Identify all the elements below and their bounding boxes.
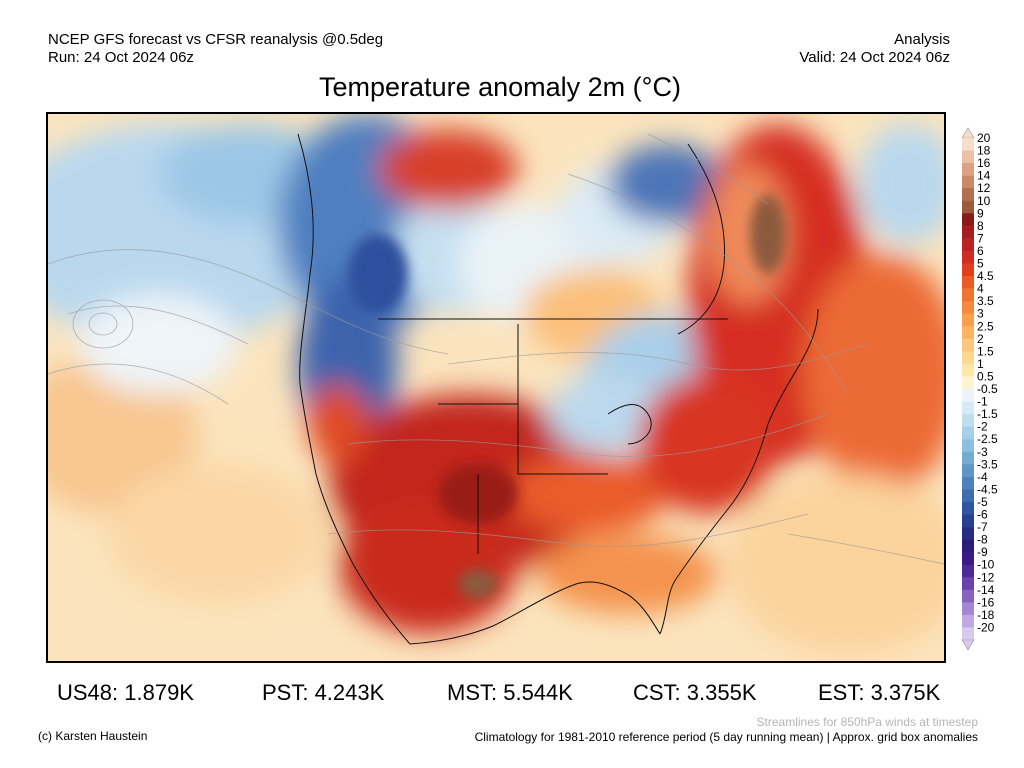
colorbar-swatch: [962, 489, 974, 503]
colorbar-tick-label: -18: [977, 608, 995, 622]
colorbar-swatch: [962, 589, 974, 603]
colorbar-swatch: [962, 439, 974, 453]
colorbar-tick-label: 6: [977, 244, 984, 258]
colorbar-tick-label: -7: [977, 520, 988, 534]
colorbar-swatch: [962, 539, 974, 553]
map-title: Temperature anomaly 2m (°C): [319, 72, 681, 102]
colorbar-tick-label: 2: [977, 332, 984, 346]
colorbar-tick-label: 2.5: [977, 319, 994, 333]
colorbar: 20 18 16 14 12 10 9 8 7 6 5 4.5 4 3.5 3 2.5 2 1.5 1 0.5 -0.5…: [952, 126, 1022, 652]
colorbar-tick-label: -4: [977, 470, 988, 484]
colorbar-tick-label: -2.5: [977, 432, 998, 446]
colorbar-bottom-arrow: [961, 639, 975, 651]
run-line: Run: 24 Oct 2024 06z: [48, 49, 194, 66]
colorbar-swatch: [962, 363, 974, 377]
colorbar-swatch: [962, 426, 974, 440]
colorbar-swatch: [962, 376, 974, 390]
colorbar-tick-label: 1.5: [977, 344, 994, 358]
colorbar-swatch: [962, 389, 974, 402]
colorbar-tick-label: 9: [977, 206, 984, 220]
colorbar-swatch: [962, 501, 974, 515]
colorbar-swatch: [962, 200, 974, 214]
colorbar-swatch: [962, 527, 974, 540]
colorbar-swatch: [962, 614, 974, 628]
colorbar-tick-label: 20: [977, 131, 991, 145]
colorbar-swatch: [962, 401, 974, 415]
colorbar-tick-label: 14: [977, 169, 991, 183]
colorbar-swatch: [962, 263, 974, 277]
colorbar-tick-label: 1: [977, 357, 984, 371]
anomaly-map-canvas: [48, 114, 944, 661]
colorbar-tick-label: -14: [977, 583, 995, 597]
colorbar-tick-label: -4.5: [977, 482, 998, 496]
colorbar-swatch: [962, 451, 974, 465]
colorbar-tick-label: -20: [977, 620, 995, 634]
stat-us48: US48: 1.879K: [57, 680, 194, 705]
colorbar-tick-label: 7: [977, 231, 984, 245]
colorbar-tick-label: 16: [977, 156, 991, 170]
colorbar-tick-label: -0.5: [977, 382, 998, 396]
colorbar-tick-label: 5: [977, 257, 984, 271]
colorbar-tick-label: -5: [977, 495, 988, 509]
colorbar-swatch: [962, 552, 974, 565]
streamlines-note: Streamlines for 850hPa winds at timestep: [756, 715, 978, 729]
colorbar-swatch: [962, 464, 974, 478]
stat-est: EST: 3.375K: [818, 680, 941, 705]
colorbar-tick-label: -12: [977, 570, 995, 584]
colorbar-tick-label: -9: [977, 545, 988, 559]
colorbar-tick-label: 3.5: [977, 294, 994, 308]
colorbar-swatch: [962, 326, 974, 340]
climatology-note: Climatology for 1981-2010 reference peri…: [474, 730, 978, 744]
colorbar-swatch: [962, 276, 974, 289]
colorbar-tick-label: -3: [977, 445, 988, 459]
colorbar-swatch: [962, 288, 974, 302]
colorbar-tick-label: 18: [977, 144, 991, 158]
colorbar-tick-label: -1: [977, 395, 988, 409]
colorbar-tick-label: -1.5: [977, 407, 998, 421]
colorbar-swatch: [962, 313, 974, 327]
colorbar-tick-label: 4.5: [977, 269, 994, 283]
colorbar-svg: 201816141210987654.543.532.521.510.5-0.5…: [961, 127, 998, 651]
copyright: (c) Karsten Haustein: [38, 729, 148, 743]
colorbar-tick-label: -3.5: [977, 457, 998, 471]
colorbar-tick-label: -16: [977, 595, 995, 609]
colorbar-swatch: [962, 250, 974, 264]
stat-cst: CST: 3.355K: [633, 680, 757, 705]
colorbar-swatch: [962, 602, 974, 616]
colorbar-swatch: [962, 414, 974, 427]
colorbar-top-arrow: [961, 127, 975, 139]
colorbar-tick-label: -10: [977, 558, 995, 572]
colorbar-swatch: [962, 338, 974, 352]
source-line: NCEP GFS forecast vs CFSR reanalysis @0.…: [48, 31, 384, 48]
colorbar-tick-label: -8: [977, 533, 988, 547]
colorbar-swatch: [962, 188, 974, 202]
colorbar-tick-label: 8: [977, 219, 984, 233]
colorbar-tick-label: 4: [977, 282, 984, 296]
analysis-label: Analysis: [894, 31, 950, 48]
colorbar-swatch: [962, 138, 974, 151]
colorbar-tick-label: -2: [977, 420, 988, 434]
colorbar-swatch: [962, 476, 974, 490]
colorbar-tick-label: 0.5: [977, 369, 994, 383]
valid-line: Valid: 24 Oct 2024 06z: [799, 49, 950, 66]
colorbar-swatch: [962, 175, 974, 189]
colorbar-tick-label: -6: [977, 508, 988, 522]
colorbar-swatch: [962, 225, 974, 239]
stat-pst: PST: 4.243K: [262, 680, 385, 705]
stat-mst: MST: 5.544K: [447, 680, 573, 705]
colorbar-swatch: [962, 213, 974, 227]
colorbar-swatch: [962, 150, 974, 164]
colorbar-swatch: [962, 564, 974, 578]
colorbar-tick-label: 12: [977, 181, 991, 195]
colorbar-swatch: [962, 301, 974, 314]
colorbar-swatch: [962, 577, 974, 591]
colorbar-swatch: [962, 514, 974, 528]
colorbar-tick-label: 3: [977, 307, 984, 321]
colorbar-swatch: [962, 163, 974, 176]
colorbar-swatch: [962, 351, 974, 365]
colorbar-swatch: [962, 238, 974, 252]
colorbar-tick-label: 10: [977, 194, 991, 208]
anomaly-map: [46, 112, 946, 663]
colorbar-swatch: [962, 627, 974, 641]
